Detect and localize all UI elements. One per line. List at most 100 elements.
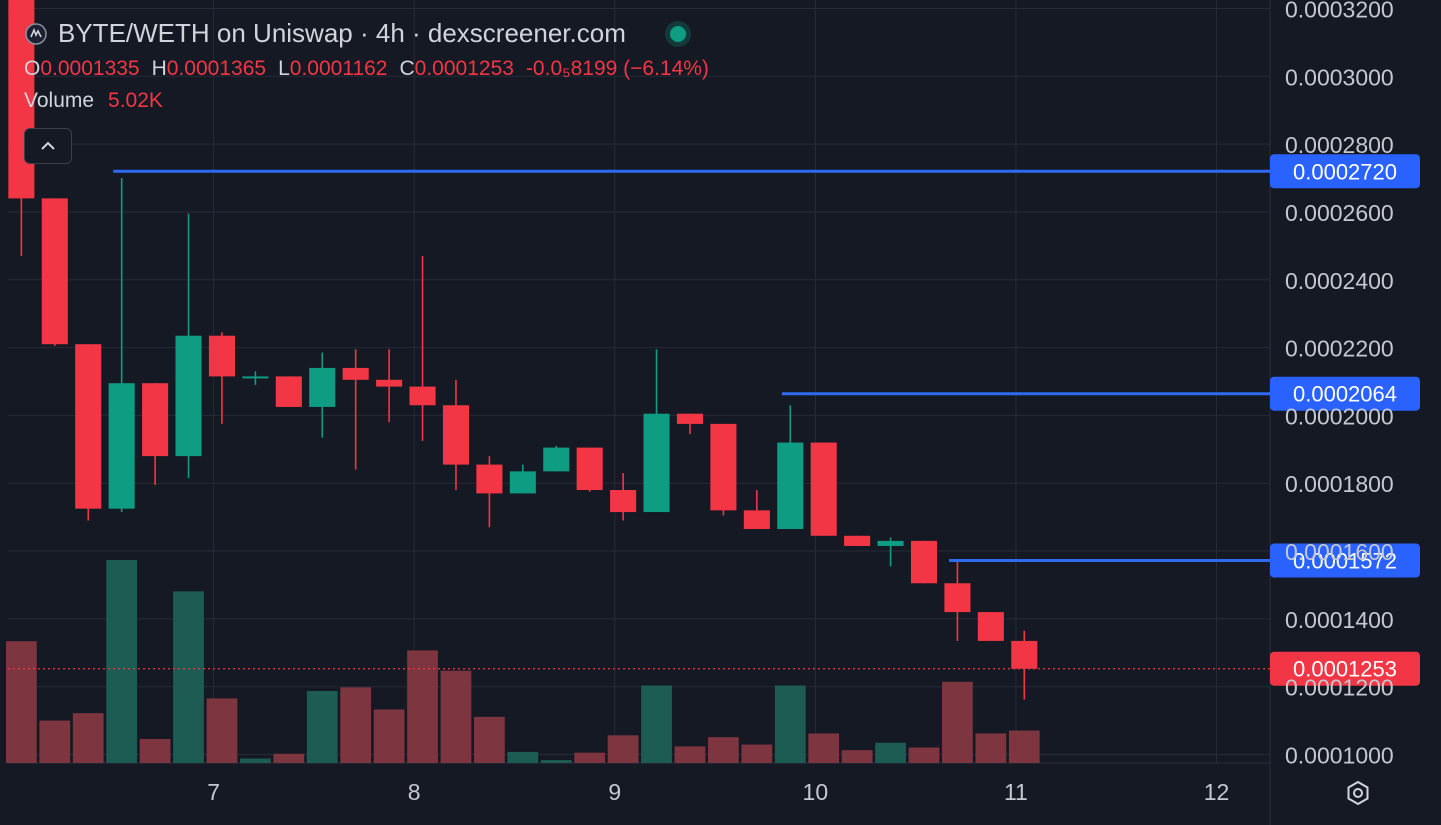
candle: [342, 349, 369, 470]
y-tick-label: 0.0003000: [1285, 64, 1394, 90]
candle: [676, 413, 704, 435]
candle-body: [610, 490, 637, 513]
volume-bar: [841, 750, 873, 763]
candle: [476, 456, 503, 528]
candle-body: [1011, 640, 1038, 669]
volume-bar: [708, 737, 739, 763]
candle-body: [208, 335, 235, 377]
candle-body: [41, 198, 68, 345]
horizontal-line-price-label: 0.0001572: [1293, 549, 1397, 574]
volume-bar: [240, 758, 271, 763]
axes[interactable]: 0.00010000.00012000.00014000.00016000.00…: [207, 0, 1394, 805]
volume-bar: [106, 560, 138, 763]
candle-body: [175, 335, 202, 457]
high-value: 0.0001365: [166, 57, 267, 80]
candle: [1011, 630, 1038, 700]
candle: [710, 423, 737, 516]
candle: [844, 535, 871, 546]
volume-bar: [474, 716, 505, 763]
volume-bar: [607, 735, 639, 763]
last-price-label: 0.0001253: [1293, 657, 1397, 682]
volume-bar: [206, 698, 238, 763]
y-tick-label: 0.0002200: [1285, 336, 1394, 362]
x-tick-label: 7: [207, 779, 220, 805]
high-key: H: [151, 57, 167, 80]
candle-body: [877, 540, 904, 546]
horizontal-line-price-label: 0.0002720: [1293, 159, 1397, 184]
last-price-badge: [1270, 651, 1420, 686]
open-key: O: [24, 57, 41, 80]
byte-token-icon: [25, 22, 47, 45]
candle-body: [342, 367, 369, 380]
close-value: 0.0001253: [414, 57, 514, 80]
volume-label: Volume: [24, 89, 95, 112]
candle-body: [242, 376, 269, 379]
price-change: -0.0₅8199 (−6.14%): [525, 57, 709, 80]
volume-bar: [1008, 730, 1040, 763]
y-tick-label: 0.0002800: [1285, 132, 1394, 158]
candle: [208, 332, 235, 424]
candle-body: [543, 447, 570, 472]
horizontal-line-price-badge: [1270, 543, 1420, 578]
volume-bar: [306, 691, 338, 763]
volume-bars: [5, 560, 1040, 763]
volume-bar: [908, 747, 940, 763]
close-key: C: [399, 57, 415, 80]
candle: [944, 560, 971, 641]
y-tick-label: 0.0001200: [1285, 675, 1394, 701]
chart-legend: BYTE/WETH on Uniswap · 4h · dexscreener.…: [24, 18, 709, 113]
volume-bar: [173, 591, 204, 763]
chevron-up-icon: [41, 141, 55, 150]
candle: [275, 376, 302, 407]
candle-body: [108, 383, 135, 509]
volume-bar: [340, 687, 372, 763]
candle-body: [844, 535, 871, 546]
candle: [643, 349, 670, 513]
x-tick-label: 11: [1004, 779, 1028, 805]
collapse-legend-button[interactable]: [24, 128, 72, 164]
candle: [810, 442, 837, 536]
candle-body: [910, 540, 938, 584]
candle: [41, 198, 68, 346]
live-status-dot: [669, 25, 686, 42]
x-tick-label: 12: [1204, 779, 1230, 805]
candle-body: [576, 447, 603, 491]
candle-body: [643, 413, 670, 513]
chart-settings-button[interactable]: [1341, 776, 1375, 810]
candle: [75, 344, 102, 521]
candle: [743, 490, 770, 530]
volume-bar: [5, 641, 37, 763]
candle-body: [944, 583, 971, 613]
volume-bar: [540, 760, 572, 763]
candle: [376, 349, 403, 423]
volume-bar: [641, 685, 672, 763]
low-value: 0.0001162: [289, 57, 388, 80]
y-tick-label: 0.0001400: [1285, 607, 1394, 633]
candle-body: [676, 413, 704, 424]
volume-bar: [674, 746, 706, 763]
candle: [242, 371, 269, 385]
candle-body: [509, 471, 536, 494]
x-tick-label: 8: [408, 779, 421, 805]
candle: [777, 405, 804, 530]
candle: [543, 445, 570, 472]
candle: [108, 178, 135, 513]
volume-value: 5.02K: [108, 89, 163, 112]
candle-body: [442, 405, 470, 465]
volume-legend: Volume 5.02K: [24, 89, 709, 113]
candle: [142, 383, 169, 485]
volume-bar: [39, 720, 71, 763]
horizontal-lines[interactable]: 0.0002720 0.0002064 0.0001572 0.0001253: [8, 154, 1420, 686]
horizontal-line-price-badge: [1270, 154, 1420, 189]
candle-body: [977, 612, 1004, 641]
candle: [442, 379, 470, 491]
y-tick-label: 0.0002000: [1285, 403, 1394, 429]
candle-body: [309, 367, 336, 407]
candle: [977, 612, 1004, 641]
candle-body: [409, 386, 436, 406]
volume-bar: [72, 713, 104, 763]
candle-body: [710, 423, 737, 511]
volume-bar: [373, 709, 405, 763]
volume-bar: [574, 752, 606, 763]
